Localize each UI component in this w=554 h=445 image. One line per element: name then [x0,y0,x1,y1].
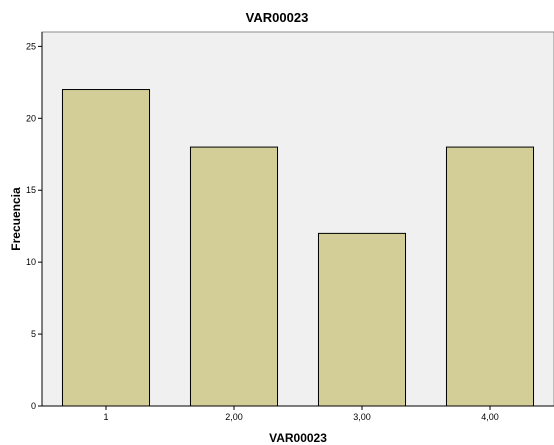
x-axis-title: VAR00023 [269,431,327,445]
x-tick-label: 1 [103,412,108,422]
x-tick-label: 3,00 [353,412,371,422]
y-tick-label: 25 [26,41,36,51]
chart-title: VAR00023 [246,10,309,25]
y-axis-title: Frecuencia [9,187,23,251]
y-tick-label: 0 [31,401,36,411]
bar [61,89,151,407]
bar [445,146,535,407]
y-tick-label: 15 [26,185,36,195]
y-tick-label: 20 [26,113,36,123]
bar [189,146,279,407]
y-tick-label: 10 [26,257,36,267]
x-axis: 1 2,00 3,00 4,00 [42,405,554,422]
x-tick-label: 2,00 [225,412,243,422]
y-tick-label: 5 [31,329,36,339]
bar [317,232,407,407]
y-axis: 0 5 10 15 20 25 [26,32,43,411]
x-tick-label: 4,00 [481,412,499,422]
